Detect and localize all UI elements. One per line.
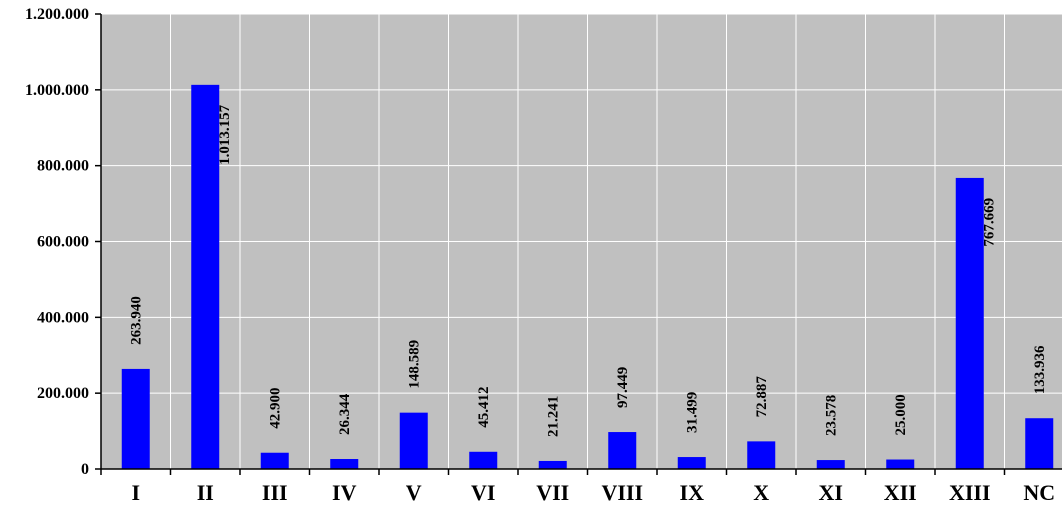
bar-xi <box>816 460 845 469</box>
bar-ix <box>677 457 706 469</box>
data-labels: 263.940 1.013.157 42.900 26.344 148.589 45.41… <box>129 104 1049 437</box>
x-tick-label: III <box>262 480 288 505</box>
data-label: 97.449 <box>615 367 631 408</box>
x-tick-label: IV <box>332 480 357 505</box>
y-tick-label: 400.000 <box>37 309 89 326</box>
bar-xii <box>886 459 915 469</box>
x-tick-label: IX <box>680 480 705 505</box>
data-label: 45.412 <box>476 387 492 428</box>
bar-xiii <box>955 177 984 469</box>
x-tick-label: NC <box>1023 480 1055 505</box>
x-tick-label: I <box>131 480 140 505</box>
y-axis-ticks: 0 200.000 400.000 600.000 800.000 1.000.000 1.… <box>25 6 101 478</box>
data-label: 23.578 <box>824 395 840 436</box>
data-label: 133.936 <box>1032 345 1048 394</box>
data-label: 26.344 <box>337 393 353 435</box>
x-axis-ticks: I II III IV V VI VII VIII IX X XI XII XIII NC <box>100 469 1055 505</box>
bar-vii <box>538 460 567 469</box>
data-label: 31.499 <box>685 392 701 433</box>
y-tick-label: 0 <box>81 461 89 478</box>
bar-x <box>747 441 776 469</box>
x-tick-label: X <box>753 480 769 505</box>
bar-viii <box>608 432 637 469</box>
x-tick-label: VI <box>471 480 495 505</box>
y-tick-label: 600.000 <box>37 234 89 251</box>
data-label: 42.900 <box>268 387 284 428</box>
bar-iii <box>260 452 289 469</box>
bar-iv <box>330 459 359 469</box>
bar-ii <box>191 84 220 469</box>
data-label: 25.000 <box>893 394 909 435</box>
data-label: 148.589 <box>407 340 423 389</box>
x-tick-label: VIII <box>601 480 643 505</box>
bar-i <box>121 368 150 469</box>
bar-vi <box>469 451 498 469</box>
y-tick-label: 1.000.000 <box>25 82 89 99</box>
x-tick-label: XII <box>884 480 917 505</box>
x-tick-label: V <box>406 480 422 505</box>
x-tick-label: VII <box>536 480 569 505</box>
data-label: 1.013.157 <box>217 104 233 165</box>
x-tick-label: II <box>197 480 214 505</box>
y-tick-label: 1.200.000 <box>25 6 89 23</box>
data-label: 263.940 <box>129 296 145 345</box>
gridlines <box>101 13 1062 469</box>
x-tick-label: XIII <box>949 480 991 505</box>
bars <box>121 84 1054 469</box>
data-label: 72.887 <box>754 376 770 418</box>
data-label: 21.241 <box>546 396 562 437</box>
bar-nc <box>1025 418 1054 469</box>
y-tick-label: 800.000 <box>37 158 89 175</box>
x-tick-label: XI <box>819 480 843 505</box>
bar-v <box>399 412 428 469</box>
data-label: 767.669 <box>982 198 998 247</box>
y-tick-label: 200.000 <box>37 385 89 402</box>
